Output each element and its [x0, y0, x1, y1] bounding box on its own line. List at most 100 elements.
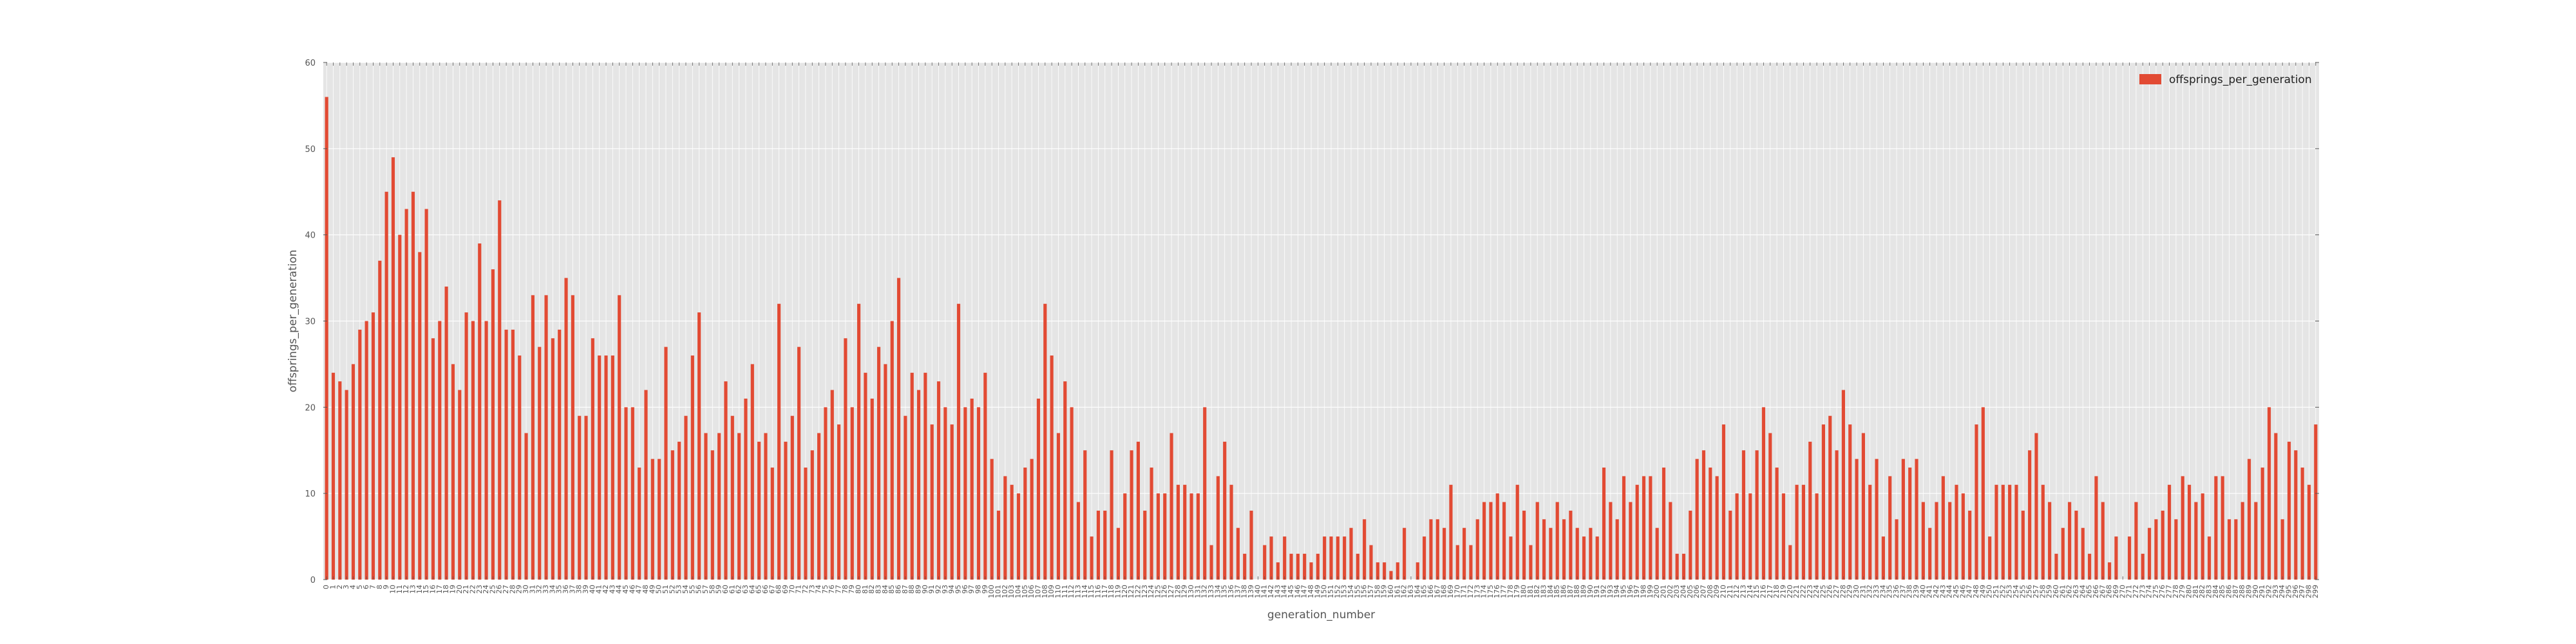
x-tick-label: 189 — [1580, 585, 1588, 598]
x-tick-label: 179 — [1513, 585, 1521, 598]
x-tick-label: 138 — [1240, 585, 1249, 598]
bar — [2227, 519, 2231, 580]
x-tick-label: 98 — [974, 585, 983, 594]
x-tick-label: 290 — [2251, 585, 2260, 598]
bar — [850, 407, 854, 580]
bar — [351, 364, 355, 580]
bar — [996, 510, 1001, 580]
x-tick-label: 260 — [2052, 585, 2060, 598]
bar — [1482, 502, 1486, 580]
bar — [890, 321, 894, 580]
x-tick-label: 90 — [921, 585, 929, 594]
bar — [1303, 553, 1307, 580]
x-tick-label: 133 — [1207, 585, 1215, 598]
x-tick-label: 46 — [628, 585, 636, 594]
x-tick-label: 157 — [1367, 585, 1375, 598]
bar — [1515, 484, 1519, 580]
x-tick-label: 188 — [1573, 585, 1581, 598]
x-tick-label: 241 — [1926, 585, 1934, 598]
bar — [1841, 390, 1845, 580]
bar — [1369, 545, 1373, 580]
bar — [1063, 381, 1067, 580]
x-tick-label: 67 — [768, 585, 776, 594]
x-tick-label: 81 — [861, 585, 869, 594]
x-tick-label: 38 — [575, 585, 583, 594]
bar — [704, 433, 708, 580]
x-tick-label: 284 — [2211, 585, 2220, 598]
bar — [2154, 519, 2158, 580]
bar — [757, 441, 761, 580]
x-tick-label: 84 — [881, 585, 889, 594]
bar — [1975, 424, 1978, 580]
x-tick-label: 65 — [755, 585, 763, 594]
bar — [1575, 527, 1579, 580]
x-tick-label: 140 — [1253, 585, 1262, 598]
x-tick-label: 70 — [788, 585, 796, 594]
x-tick-label: 27 — [502, 585, 510, 594]
x-tick-label: 128 — [1173, 585, 1182, 598]
x-tick-label: 165 — [1420, 585, 1428, 598]
bar — [1615, 519, 1619, 580]
bar — [2167, 484, 2172, 580]
bar — [1076, 502, 1081, 580]
x-tick-label: 89 — [914, 585, 923, 594]
bar — [810, 450, 814, 580]
x-tick-label: 203 — [1672, 585, 1681, 598]
x-tick-label: 288 — [2238, 585, 2246, 598]
bars — [325, 97, 2318, 580]
bar — [930, 424, 934, 580]
bar — [1435, 519, 1439, 580]
bar — [591, 338, 594, 580]
x-tick-label: 180 — [1520, 585, 1528, 598]
x-tick-label: 263 — [2072, 585, 2080, 598]
bar — [1755, 450, 1759, 580]
x-tick-label: 39 — [582, 585, 590, 594]
x-tick-label: 122 — [1133, 585, 1142, 598]
x-tick-label: 17 — [435, 585, 444, 594]
x-tick-label: 121 — [1127, 585, 1135, 598]
x-tick-label: 169 — [1446, 585, 1455, 598]
x-tick-label: 297 — [2298, 585, 2306, 598]
x-tick-label: 25 — [488, 585, 497, 594]
bar — [1695, 459, 1699, 580]
bar — [2194, 502, 2198, 580]
bar — [345, 390, 348, 580]
bar — [1176, 484, 1180, 580]
x-tick-label: 251 — [1992, 585, 2000, 598]
bar — [378, 260, 382, 580]
x-tick-label: 299 — [2311, 585, 2320, 598]
x-tick-label: 216 — [1759, 585, 1767, 598]
bar — [1083, 450, 1087, 580]
x-tick-label: 182 — [1533, 585, 1541, 598]
x-tick-label: 23 — [475, 585, 484, 594]
bar — [770, 468, 774, 580]
bar — [1449, 484, 1453, 580]
bar — [1555, 502, 1559, 580]
bar — [1096, 510, 1101, 580]
bar — [2280, 519, 2284, 580]
x-tick-label: 273 — [2138, 585, 2146, 598]
x-tick-label: 240 — [1918, 585, 1927, 598]
x-tick-label: 31 — [528, 585, 536, 594]
bar — [916, 390, 921, 580]
bar — [1363, 519, 1367, 580]
bar — [498, 200, 502, 580]
bar — [1662, 468, 1666, 580]
x-tick-label: 2 — [336, 585, 344, 589]
x-tick-label: 20 — [455, 585, 464, 594]
x-tick-label: 152 — [1333, 585, 1341, 598]
bar — [1170, 433, 1173, 580]
bar — [571, 295, 574, 580]
bar — [630, 407, 634, 580]
bar — [478, 243, 482, 580]
x-tick-label: 88 — [907, 585, 916, 594]
bar — [1994, 484, 1998, 580]
x-tick-label: 148 — [1307, 585, 1315, 598]
x-tick-label: 162 — [1400, 585, 1408, 598]
x-tick-label: 168 — [1440, 585, 1448, 598]
x-tick-label: 287 — [2231, 585, 2240, 598]
x-tick-label: 158 — [1373, 585, 1381, 598]
x-tick-label: 6 — [362, 585, 370, 589]
bar — [2108, 562, 2112, 580]
bar — [2207, 536, 2211, 580]
